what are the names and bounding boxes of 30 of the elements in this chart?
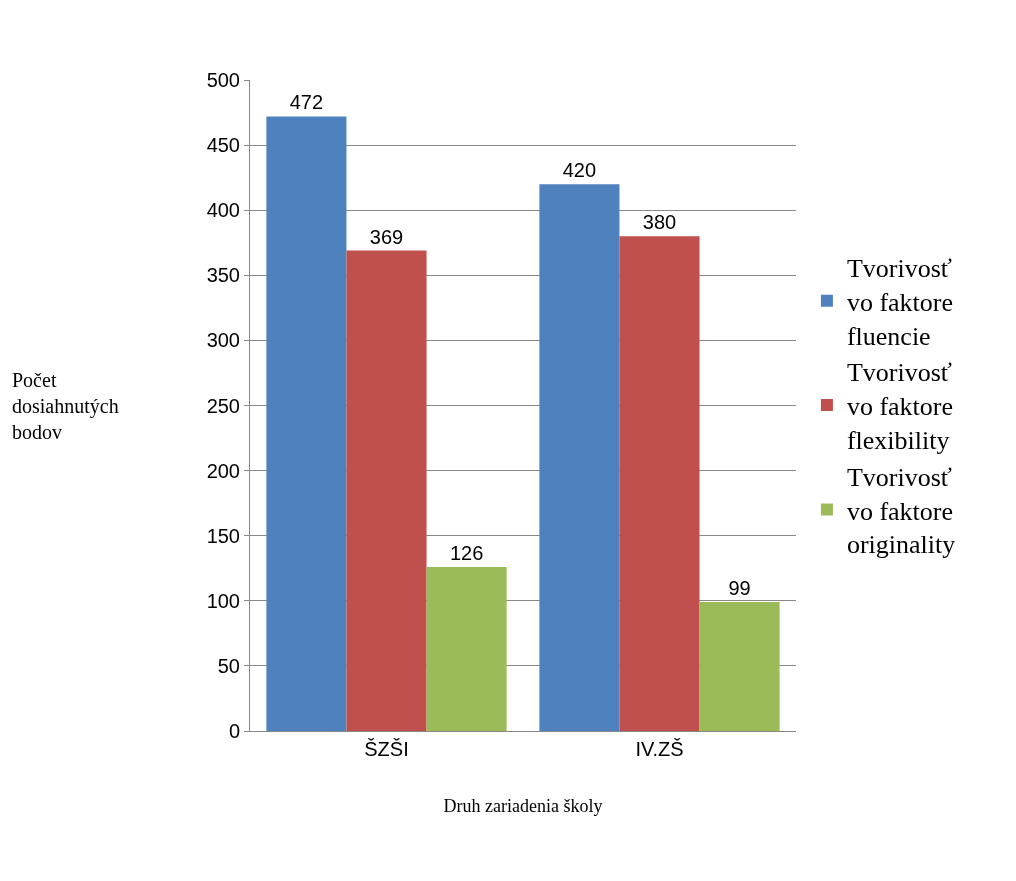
x-axis-title: Druh zariadenia školy xyxy=(443,796,603,817)
bar xyxy=(346,250,427,731)
legend-label: Tvorivosť vo faktore originality xyxy=(846,462,956,560)
y-tick-label: 350 xyxy=(206,264,240,287)
y-tick-label: 200 xyxy=(206,459,240,482)
y-tick-label: 400 xyxy=(206,199,240,222)
y-tick-label: 0 xyxy=(228,720,240,742)
y-tick-label: 50 xyxy=(217,654,240,677)
data-label: 126 xyxy=(449,541,484,564)
bar xyxy=(426,566,507,731)
bar xyxy=(539,184,620,731)
x-tick-label: IV.ZŠ xyxy=(635,738,684,760)
y-tick-label: 500 xyxy=(206,69,240,91)
y-tick-label: 300 xyxy=(206,329,240,352)
data-label: 472 xyxy=(289,91,324,114)
bar xyxy=(266,116,347,731)
data-label: 99 xyxy=(728,577,751,600)
legend-label: Tvorivosť vo faktore fluencie xyxy=(846,254,954,351)
y-tick-label: 150 xyxy=(206,524,240,547)
data-label: 369 xyxy=(369,225,404,248)
y-tick-label: 450 xyxy=(206,134,240,157)
legend-label: Tvorivosť vo faktore flexibility xyxy=(846,358,954,456)
data-label: 420 xyxy=(562,159,597,182)
x-tick-label: ŠZŠI xyxy=(364,738,409,760)
bar xyxy=(699,602,780,731)
bar xyxy=(619,236,700,731)
y-tick-label: 100 xyxy=(206,589,240,612)
y-tick-label: 250 xyxy=(206,394,240,417)
y-axis-title: Počet dosiahnutých bodov xyxy=(12,369,119,443)
data-label: 380 xyxy=(642,211,677,234)
